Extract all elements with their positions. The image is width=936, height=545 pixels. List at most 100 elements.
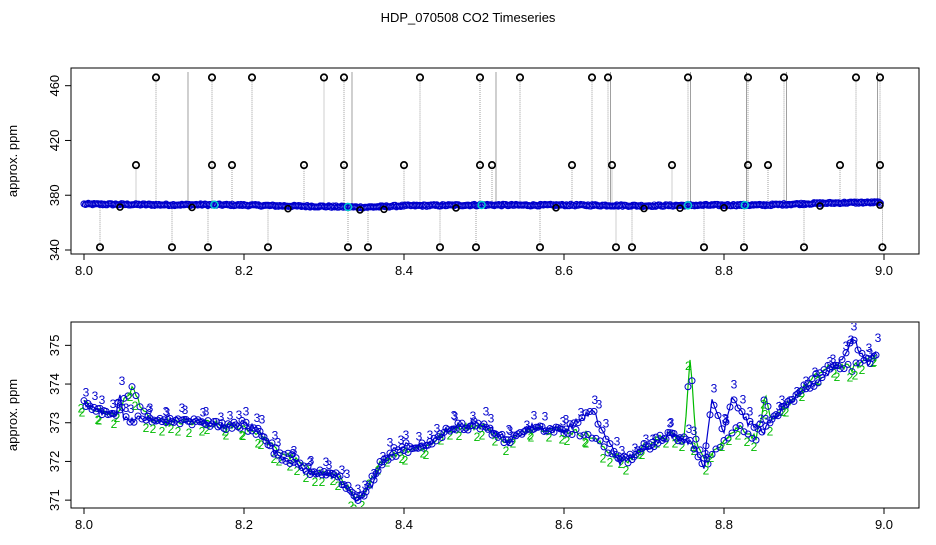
series-marker-label: 2 (303, 471, 310, 485)
series-point-3 (82, 336, 878, 504)
outlier-point (167, 243, 177, 252)
series-marker-label: 2 (319, 475, 326, 489)
x-tick-label: 8.6 (555, 263, 573, 278)
series-marker-label: 3 (371, 467, 378, 481)
outlier-point (487, 161, 497, 170)
series-marker-label: 2 (143, 421, 150, 435)
outlier-point (515, 73, 525, 82)
series-marker-label: 3 (643, 432, 650, 446)
series-marker-label: 3 (323, 455, 330, 469)
series-marker-label: 3 (452, 409, 459, 423)
outlier-point (743, 73, 753, 82)
baseline-points (80, 198, 884, 212)
series-marker-label: 3 (488, 412, 495, 426)
series-marker-label: 2 (636, 448, 643, 462)
series-marker-label: 2 (423, 448, 430, 462)
outlier-point (247, 73, 257, 82)
series-marker-label: 2 (618, 457, 625, 471)
series-marker-label: 3 (830, 352, 837, 366)
series-marker-label: 3 (711, 382, 718, 396)
series-marker-label: 2 (654, 436, 661, 450)
series-marker-label: 3 (115, 397, 122, 411)
series-marker-label: 3 (163, 405, 170, 419)
outlier-point (567, 161, 577, 170)
series-marker-label: 2 (799, 390, 806, 404)
series-marker-label: 2 (399, 452, 406, 466)
panel-bottom-y-axis: 371 372 373 374 375 (47, 334, 71, 511)
outlier-point (263, 243, 273, 252)
series-marker-label: 2 (639, 448, 646, 462)
series-marker-label: 3 (290, 446, 297, 460)
series-marker-label: 2 (186, 426, 193, 440)
baseline-outlier-point (640, 204, 648, 213)
series-marker-label: 3 (83, 385, 90, 399)
series-marker-label: 3 (259, 412, 266, 426)
series-marker-label: 2 (127, 390, 134, 404)
outlier-point (363, 243, 373, 252)
y-tick-label: 372 (47, 451, 62, 473)
outlier-point (299, 161, 309, 170)
outlier-point (339, 73, 349, 82)
outlier-point (743, 161, 753, 170)
series-marker-label: 3 (812, 365, 819, 379)
series-marker-label: 2 (852, 368, 859, 382)
series-marker-label: 2 (607, 456, 614, 470)
series-marker-label: 3 (470, 409, 477, 423)
series-marker-label: 3 (307, 455, 314, 469)
y-tick-label: 340 (47, 239, 62, 261)
series-marker-label: 3 (179, 401, 186, 415)
outlier-point (475, 161, 485, 170)
series-marker-label: 2 (96, 414, 103, 428)
baseline-outlier-point (676, 204, 684, 212)
series-marker-label: 3 (403, 428, 410, 442)
series-marker-label: 3 (875, 331, 882, 345)
series-marker-label: 3 (380, 450, 387, 464)
series-marker-label: 2 (847, 371, 854, 385)
series-marker-label: 3 (146, 403, 153, 417)
series-marker-label: 3 (740, 392, 747, 406)
outlier-point (611, 243, 621, 252)
x-tick-label: 8.0 (75, 517, 93, 532)
series-marker-label: 2 (492, 434, 499, 448)
series-marker-label: 3 (851, 320, 858, 334)
series-marker-label: 3 (866, 341, 873, 355)
series-marker-label: 3 (763, 412, 770, 426)
series-marker-label: 3 (416, 429, 423, 443)
series-marker-label: 3 (451, 409, 458, 423)
series-marker-label: 3 (123, 401, 130, 415)
series-marker-label: 3 (362, 478, 369, 492)
series-marker-label: 2 (111, 417, 118, 431)
series-marker-label: 3 (128, 402, 135, 416)
baseline-outlier-point (380, 205, 388, 214)
series-marker-label: 2 (744, 435, 751, 449)
panel-top: approx. ppm 8.0 8.2 8.4 8.6 8.8 9.0 340 380 420… (5, 67, 920, 278)
series-marker-label: 3 (398, 433, 405, 447)
outlier-point (207, 73, 217, 82)
series-marker-label: 3 (326, 458, 333, 472)
series-marker-label: 2 (132, 399, 139, 413)
baseline-flag-point (343, 202, 353, 212)
series-marker-label: 2 (834, 370, 841, 384)
series-marker-label: 2 (359, 498, 366, 512)
series-marker-label: 3 (272, 428, 279, 442)
series-marker-label: 3 (794, 384, 801, 398)
baseline-outlier-point (552, 204, 560, 212)
series-marker-label: 2 (239, 429, 246, 443)
series-marker-label: 3 (560, 414, 567, 428)
series-marker-label: 3 (563, 412, 570, 426)
series-marker-label: 3 (147, 401, 154, 415)
series-marker-label: 2 (223, 429, 230, 443)
series-marker-label: 3 (686, 422, 693, 436)
series-marker-label: 2 (767, 425, 774, 439)
series-marker-label: 2 (294, 464, 301, 478)
outlier-point (207, 161, 217, 170)
baseline-outlier-point (356, 206, 364, 214)
y-tick-label: 460 (47, 75, 62, 97)
y-tick-label: 420 (47, 130, 62, 152)
x-tick-label: 8.8 (715, 517, 733, 532)
series-marker-label: 3 (119, 374, 126, 388)
outlier-point (667, 161, 677, 170)
series-marker-label: 2 (679, 440, 686, 454)
outlier-point (878, 243, 887, 252)
